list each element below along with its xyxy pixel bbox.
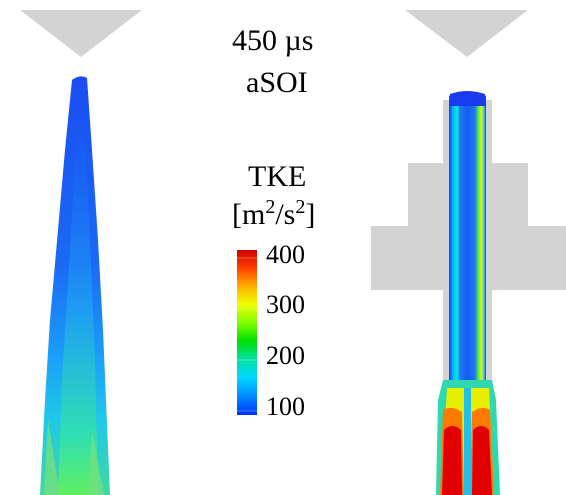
colorbar-tick-300: 300 [266,290,305,319]
right-injector-nozzle [405,10,528,57]
tke-colorbar [237,250,257,415]
colorbar-tick-200: 200 [266,341,305,370]
right-spray-plume [436,91,500,495]
left-spray-plume [40,76,110,495]
right-confinement-walls [371,100,566,380]
time-annotation-value: 450 µs [232,24,314,57]
left-injector-nozzle [20,10,142,57]
colorbar-tick-100: 100 [266,392,305,421]
colorbar-tick-400: 400 [266,240,305,269]
time-annotation-reference: aSOI [246,66,308,99]
colorbar-units: [m2/s2] [232,196,316,231]
colorbar-title: TKE [248,160,307,193]
